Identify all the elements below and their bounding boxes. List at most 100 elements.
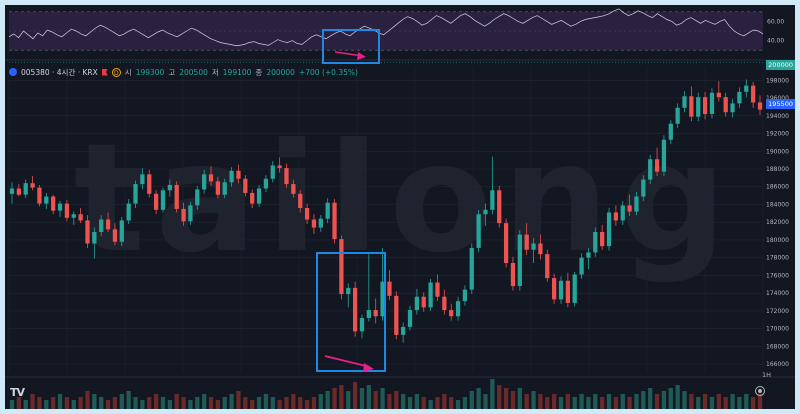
chart-panel[interactable]: tailong 60.00 40.00 198000 196000 194000 1920…	[5, 5, 795, 409]
volume-bar	[469, 391, 474, 409]
volume-bar	[586, 397, 591, 409]
price-tick-label: 170000	[766, 326, 789, 333]
candle-body	[215, 181, 220, 195]
volume-bar	[634, 394, 639, 409]
volume-bar	[723, 397, 728, 409]
symbol-title[interactable]: 005380 · 4시간 · KRX	[21, 67, 98, 77]
volume-bar	[751, 397, 756, 409]
high-value: 200500	[179, 67, 208, 77]
volume-bar	[497, 385, 502, 409]
price-tick-label: 172000	[766, 308, 789, 315]
low-label: 저	[211, 67, 219, 77]
candle-body	[407, 310, 413, 327]
volume-bar	[373, 391, 378, 409]
timeframe-label[interactable]: 1H	[761, 371, 771, 379]
candle-body	[64, 203, 70, 218]
volume-bar	[270, 397, 275, 409]
open-label: 시	[124, 67, 132, 77]
volume-bar	[133, 397, 138, 409]
volume-bar	[153, 394, 159, 409]
low-value: 199100	[222, 67, 252, 77]
candle-body	[126, 203, 131, 221]
volume-bar	[744, 394, 749, 409]
candle-body	[627, 205, 632, 212]
volume-bar	[30, 394, 35, 409]
candle-body	[394, 295, 399, 335]
price-tick-label: 192000	[766, 131, 789, 138]
volume-bar	[256, 397, 262, 409]
volume-bar	[490, 379, 495, 409]
candle-body	[153, 193, 159, 210]
dividend-badge[interactable]: D	[111, 67, 121, 77]
price-annotation-arrow	[324, 355, 371, 368]
high-label: 고	[168, 67, 176, 77]
volume-bar	[696, 397, 701, 409]
volume-bar	[188, 400, 193, 409]
symbol-legend[interactable]: 005380 · 4시간 · KRX D 시 199300 고 200500 저 19…	[9, 65, 358, 79]
candle-body	[222, 182, 227, 195]
volume-bar	[510, 391, 516, 409]
volume-bar	[366, 385, 371, 409]
volume-bar	[85, 391, 90, 409]
volume-bar	[462, 397, 468, 409]
candle-body	[483, 209, 488, 215]
candle-body	[428, 282, 433, 308]
candle-body	[119, 220, 124, 242]
flag-icon[interactable]	[101, 68, 108, 76]
volume-bar	[476, 388, 481, 409]
secondary-price-tag[interactable]: 195500	[766, 99, 795, 109]
volume-bar	[545, 397, 550, 409]
volume-bar	[620, 394, 625, 409]
candle-body	[503, 223, 509, 264]
volume-bar	[318, 394, 323, 409]
volume-bar	[160, 397, 166, 409]
last-price-tag[interactable]: 200000	[766, 60, 795, 70]
candle-body	[30, 183, 35, 188]
candle-body	[366, 310, 371, 319]
candle-body	[284, 168, 289, 185]
volume-bar	[421, 397, 426, 409]
candle-body	[709, 92, 715, 115]
candle-body	[380, 281, 385, 317]
volume-bar	[675, 385, 680, 409]
volume-bar	[181, 397, 186, 409]
volume-bar	[648, 388, 653, 409]
volume-bar	[661, 391, 667, 409]
volume-bar	[428, 400, 433, 409]
volume-bar	[613, 397, 619, 409]
price-arrow-head	[363, 363, 374, 372]
candle-body	[298, 193, 303, 209]
candle-body	[195, 189, 200, 206]
volume-bar	[215, 400, 220, 409]
price-tick-label: 178000	[766, 255, 789, 262]
candle-body	[236, 170, 241, 179]
tradingview-logo[interactable]: TV	[10, 386, 25, 399]
candle-body	[291, 184, 296, 194]
candle-body	[304, 208, 310, 220]
candle-body	[51, 196, 56, 211]
volume-bar	[222, 397, 227, 409]
volume-bar	[243, 397, 248, 409]
volume-bar	[9, 400, 15, 409]
price-annotation-box	[316, 252, 386, 372]
rsi-tick-label: 40.00	[767, 38, 784, 45]
candle-body	[78, 214, 83, 221]
candle-body	[455, 301, 461, 317]
settings-icon[interactable]	[755, 386, 765, 396]
candle-body	[545, 254, 550, 279]
candle-body	[531, 243, 536, 250]
candle-body	[23, 183, 28, 195]
volume-bar	[401, 394, 406, 409]
chart-canvas[interactable]: tailong 60.00 40.00 198000 196000 194000 1920…	[5, 5, 795, 409]
volume-bar	[435, 397, 440, 409]
volume-bar	[304, 400, 310, 409]
volume-bar	[147, 397, 152, 409]
candle-body	[600, 231, 605, 247]
candle-body	[661, 139, 667, 172]
volume-bar	[442, 394, 447, 409]
volume-bar	[531, 391, 536, 409]
volume-bar	[702, 394, 708, 409]
volume-bar	[167, 400, 172, 409]
candle-body	[730, 103, 735, 113]
